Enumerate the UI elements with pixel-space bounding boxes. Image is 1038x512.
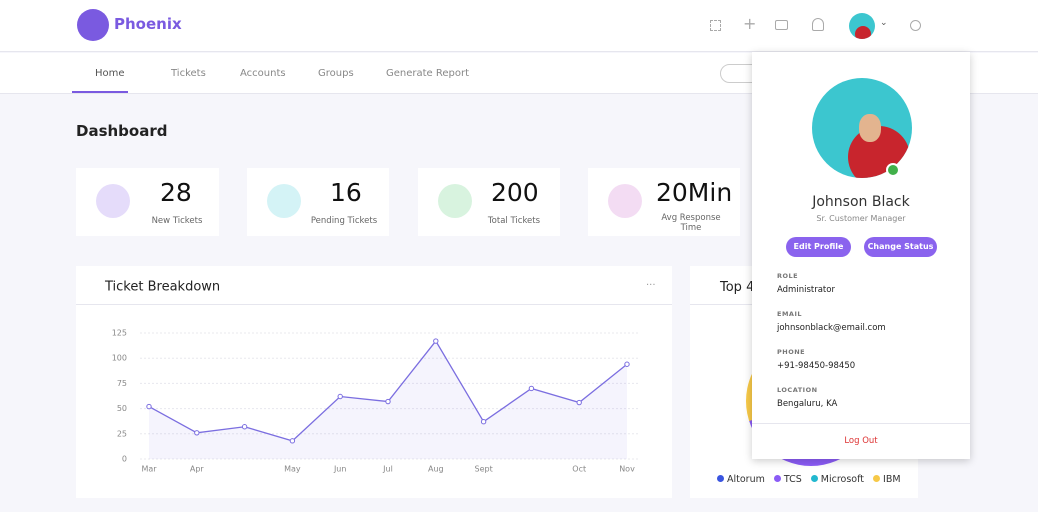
x-tick-label: Sept [474,465,492,474]
field-label: ROLE [777,272,799,280]
logo[interactable] [77,9,109,41]
point [576,399,582,406]
legend-label: Microsoft [820,474,865,485]
avatar-small[interactable] [849,13,875,39]
nav-item[interactable]: Generate Report [386,68,470,79]
more-menu[interactable]: ··· [646,280,656,291]
legend-swatch [773,475,781,482]
page-title: Dashboard [76,122,168,140]
legend-swatch [810,475,818,482]
stat-label: Avg Response Time [661,213,721,233]
x-tick-label: Nov [619,465,635,474]
stat-card: 20Min Avg Response Time [588,168,740,236]
dropdown-caret[interactable]: ⌄ [880,18,888,28]
stat-label: Pending Tickets [310,216,378,226]
field-value: Administrator [777,285,835,295]
stat-value: 28 [160,178,192,207]
stat-value: 16 [330,178,362,207]
stat-card: 16 Pending Tickets [247,168,389,236]
legend-label: Altorum [727,474,765,485]
card-title: Top 4 [720,280,755,295]
point [337,393,343,400]
point [194,430,200,436]
active-indicator [72,91,128,93]
point [433,338,439,344]
stat-icon [267,184,301,218]
legend-swatch [717,475,724,482]
x-tick-label: May [284,465,301,474]
legend: Altorum TCS Microsoft IBM [717,474,901,485]
fullscreen-icon[interactable] [710,20,721,31]
nav-item[interactable]: Accounts [240,68,286,79]
add-icon[interactable]: + [743,14,757,33]
stat-icon [608,184,642,218]
y-tick-label: 0 [122,455,127,464]
legend-item[interactable]: IBM [873,474,901,485]
point [289,438,296,444]
point [385,398,391,405]
point [528,385,535,392]
profile-name: Johnson Black [812,194,910,210]
stat-card: 200 Total Tickets [418,168,560,236]
y-tick-label: 50 [117,404,127,413]
stat-icon [438,184,472,218]
legend-item[interactable]: Altorum [717,474,765,485]
x-tick-label: Mar [141,465,157,474]
stat-label: New Tickets [151,216,203,226]
stat-label: Total Tickets [487,216,541,226]
settings-icon[interactable] [910,20,921,31]
bell-icon[interactable] [812,18,824,31]
y-tick-label: 25 [117,429,127,438]
x-tick-label: Apr [190,465,205,474]
field-label: PHONE [777,348,806,356]
point [241,424,248,430]
field-value: Bengaluru, KA [777,399,838,409]
logout-link[interactable]: Log Out [844,436,878,446]
area [149,341,627,459]
chart-title: Ticket Breakdown [104,280,220,295]
x-tick-label: Jul [382,465,393,474]
nav-item[interactable]: Groups [318,68,354,79]
y-tick-label: 75 [117,379,127,388]
divider [752,423,970,424]
field-label: LOCATION [777,386,818,394]
legend-item[interactable]: Microsoft [810,474,865,485]
profile-dropdown: Johnson Black Sr. Customer Manager Edit … [752,52,970,459]
edit-profile-button[interactable]: Edit Profile [786,237,851,257]
profile-photo [812,78,912,178]
brand[interactable]: Phoenix [114,15,182,33]
legend-swatch [873,475,881,482]
stat-value: 20Min [656,178,733,207]
x-tick-label: Jun [333,465,347,474]
change-status-button[interactable]: Change Status [864,237,937,257]
nav-item[interactable]: Tickets [171,68,206,79]
chat-icon[interactable] [775,20,788,30]
point [480,419,487,425]
point [624,361,630,367]
legend-item[interactable]: TCS [773,474,802,485]
legend-label: IBM [883,474,901,485]
stat-value: 200 [491,178,539,207]
nav-item[interactable]: Home [95,68,125,79]
field-label: EMAIL [777,310,802,318]
x-tick-label: Aug [428,465,444,474]
status-dot [886,163,900,177]
x-tick-label: Oct [572,465,586,474]
point [146,403,152,410]
field-value: +91-98450-98450 [777,361,856,371]
field-value: johnsonblack@email.com [777,323,886,333]
y-tick-label: 100 [112,354,127,363]
profile-position: Sr. Customer Manager [816,214,906,223]
legend-label: TCS [783,474,802,485]
top-bar: Phoenix + ⌄ [0,0,1038,52]
stat-icon [96,184,130,218]
y-tick-label: 125 [112,329,127,338]
stat-card: 28 New Tickets [76,168,219,236]
divider [76,304,672,305]
